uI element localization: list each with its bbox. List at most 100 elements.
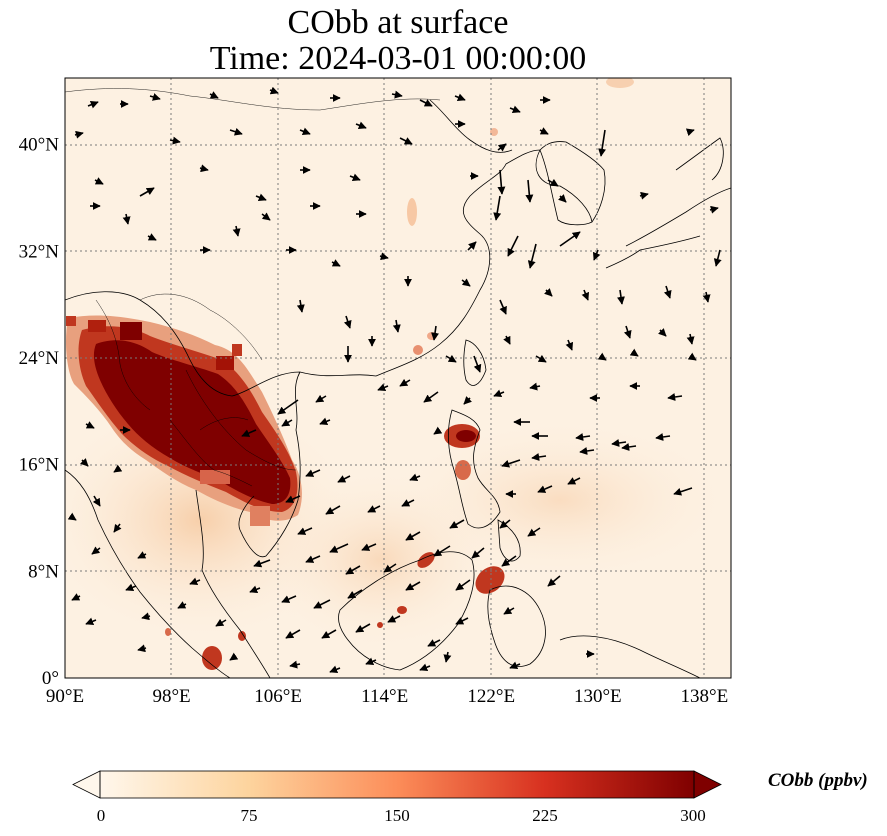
wind-arrow — [313, 599, 331, 609]
wind-arrow — [525, 179, 534, 203]
wind-arrow — [232, 225, 241, 237]
wind-arrow — [169, 136, 181, 145]
wind-arrow — [365, 657, 377, 666]
wind-arrow — [575, 433, 591, 441]
wind-arrow — [433, 426, 443, 435]
wind-arrow — [289, 660, 301, 669]
wind-arrow — [454, 93, 466, 102]
map-subtitle: Time: 2024-03-01 00:00:00 — [209, 40, 587, 77]
wind-arrow — [493, 195, 502, 221]
wind-arrow — [611, 439, 627, 447]
wind-arrow — [137, 644, 147, 653]
wind-arrow — [383, 563, 397, 573]
y-tick-label: 40°N — [19, 135, 60, 156]
wind-arrow — [80, 458, 89, 467]
wind-arrow — [345, 565, 361, 575]
wind-arrow — [685, 128, 695, 137]
wind-arrow — [325, 505, 341, 515]
colorbar-tick-300: 300 — [680, 806, 706, 825]
wind-arrow — [305, 469, 321, 477]
colorbar-tick-75: 75 — [240, 806, 258, 825]
y-tick-label: 16°N — [19, 455, 60, 476]
wind-arrow — [209, 91, 219, 99]
wind-arrow — [623, 325, 632, 339]
wind-arrow — [261, 212, 271, 221]
co-plume-sumatra — [165, 628, 246, 670]
wind-arrow — [315, 394, 327, 403]
wind-arrow — [617, 289, 625, 305]
wind-arrow — [85, 421, 95, 429]
wind-arrow — [305, 555, 321, 563]
wind-arrow — [507, 235, 519, 257]
wind-arrow — [229, 127, 243, 136]
wind-arrow — [399, 137, 413, 145]
wind-arrow — [531, 453, 547, 461]
wind-arrow — [667, 393, 683, 401]
wind-arrow — [463, 396, 472, 405]
wind-arrow — [329, 543, 349, 553]
co-plume-indochina — [66, 315, 302, 526]
y-tick-label: 32°N — [19, 241, 60, 262]
wind-arrow — [537, 485, 553, 493]
wind-arrow — [423, 391, 439, 403]
x-tick-label: 90°E — [46, 686, 84, 707]
wind-arrow — [501, 459, 521, 468]
wind-arrow — [497, 169, 506, 195]
wind-arrow — [639, 191, 649, 200]
wind-arrow — [501, 555, 517, 567]
wind-arrow — [629, 348, 639, 357]
wind-vectors — [67, 86, 722, 674]
wind-arrow — [445, 354, 457, 363]
x-tick-label: 106°E — [254, 686, 302, 707]
wind-arrow — [503, 335, 511, 345]
wind-arrow — [139, 187, 155, 197]
wind-arrow — [281, 418, 293, 427]
wind-arrow — [67, 512, 77, 521]
wind-arrow — [92, 495, 101, 507]
wind-arrow — [579, 447, 595, 455]
wind-arrow — [137, 551, 147, 559]
wind-arrow — [189, 577, 201, 586]
wind-arrow — [527, 527, 541, 537]
wind-arrow — [499, 299, 507, 315]
wind-arrow — [285, 629, 301, 639]
wind-arrow — [74, 130, 84, 139]
x-axis: 90°E 98°E 106°E 114°E 122°E 130°E 138°E — [46, 686, 728, 707]
wind-arrow — [285, 495, 301, 503]
wind-arrow — [499, 519, 511, 529]
colorbar-gradient — [100, 771, 694, 798]
wind-arrow — [455, 617, 469, 625]
wind-arrow — [347, 589, 363, 599]
x-tick-label: 122°E — [467, 686, 515, 707]
wind-arrow — [405, 581, 421, 591]
y-tick-label: 24°N — [19, 348, 60, 369]
wind-arrow — [199, 164, 209, 173]
wind-arrow — [497, 143, 507, 152]
x-tick-label: 114°E — [361, 686, 408, 707]
wind-arrow — [391, 90, 403, 99]
wind-arrow — [567, 477, 581, 485]
wind-arrow — [229, 652, 239, 661]
x-tick-label: 138°E — [681, 686, 729, 707]
wind-arrow — [281, 595, 297, 603]
country-borders — [65, 88, 441, 487]
colorbar — [72, 770, 722, 799]
y-axis: 0° 8°N 16°N 24°N 32°N 40°N — [19, 135, 60, 689]
wind-arrow — [113, 464, 123, 473]
colorbar-tick-150: 150 — [384, 806, 410, 825]
wind-arrow — [597, 352, 607, 361]
wind-arrow — [509, 661, 521, 670]
wind-arrow — [113, 523, 122, 533]
wind-arrow — [343, 315, 352, 329]
wind-arrow — [361, 543, 377, 551]
wind-arrow — [547, 178, 559, 187]
wind-arrow — [535, 354, 547, 363]
wind-arrow — [443, 651, 452, 663]
wind-arrow — [702, 291, 711, 303]
wind-arrow — [539, 127, 549, 135]
wind-arrow — [663, 285, 672, 299]
wind-arrow — [544, 288, 553, 297]
wind-arrow — [319, 417, 331, 426]
wind-arrow — [297, 527, 313, 535]
